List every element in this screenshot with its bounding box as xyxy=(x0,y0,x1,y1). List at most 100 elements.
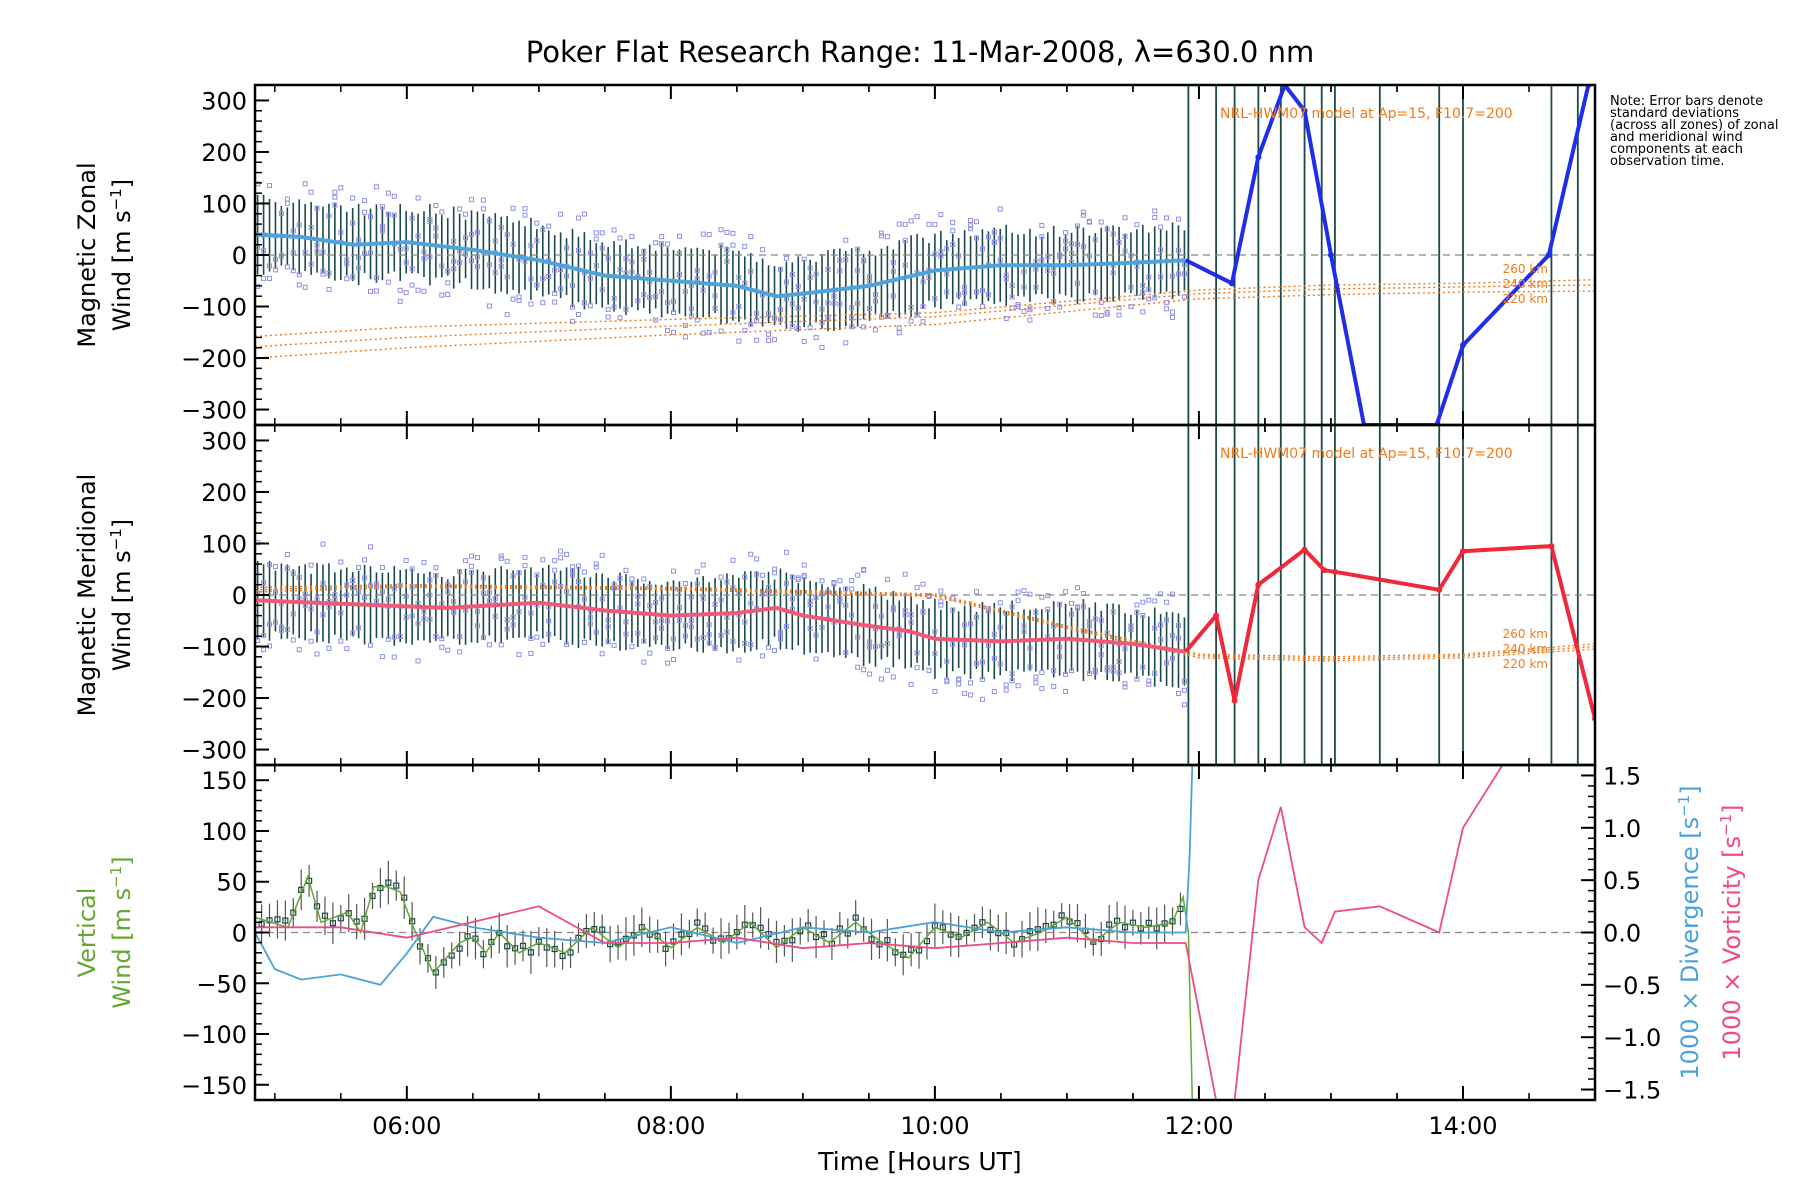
label-text: 1000 × Vorticity [s xyxy=(1718,836,1746,1061)
zone-sample-point xyxy=(777,266,783,272)
zone-sample-point xyxy=(528,276,534,282)
vertical-sample-point xyxy=(900,951,907,958)
zone-sample-point xyxy=(855,664,861,670)
zone-sample-point xyxy=(831,300,837,306)
zone-sample-point xyxy=(581,596,587,602)
y-axis-unit-label: Wind [m s−1] xyxy=(107,856,136,1008)
mean-wind-point xyxy=(1545,252,1552,258)
zone-sample-point xyxy=(665,241,671,247)
zone-sample-point xyxy=(730,557,736,563)
zone-sample-point xyxy=(338,638,344,644)
zone-sample-point xyxy=(956,681,962,687)
zone-sample-point xyxy=(261,580,267,586)
model-curve xyxy=(255,583,1595,658)
zone-sample-point xyxy=(676,605,682,611)
zone-sample-point xyxy=(1069,251,1075,257)
label-text: Wind [m s xyxy=(108,888,136,1009)
zone-sample-point xyxy=(1069,668,1075,674)
zone-sample-point xyxy=(795,283,801,289)
zone-sample-point xyxy=(1164,299,1170,305)
y2-axis-label: 1000 × Divergence [s−1] xyxy=(1675,785,1704,1079)
zone-sample-point xyxy=(552,579,558,585)
zone-sample-point xyxy=(314,248,320,254)
model-altitude-label: 240 km xyxy=(1503,642,1548,656)
zone-sample-point xyxy=(409,613,415,619)
zone-sample-point xyxy=(766,311,772,317)
zone-sample-point xyxy=(920,609,926,615)
zone-sample-point xyxy=(968,680,974,686)
zone-sample-point xyxy=(403,593,409,599)
vertical-sample-point xyxy=(527,949,535,956)
zone-sample-point xyxy=(1063,671,1069,677)
y-tick-label: 200 xyxy=(201,139,247,167)
vertical-sample-point xyxy=(702,925,709,932)
zone-sample-point xyxy=(611,582,617,588)
zone-sample-point xyxy=(855,634,861,640)
y-tick-label: −150 xyxy=(181,1072,247,1100)
zone-sample-point xyxy=(997,661,1003,667)
zone-sample-point xyxy=(1134,602,1140,608)
y-tick-label: −300 xyxy=(181,737,247,765)
zone-sample-point xyxy=(777,629,783,635)
zone-sample-point xyxy=(896,221,902,227)
mean-wind-line xyxy=(255,232,1186,299)
zone-sample-point xyxy=(552,567,558,573)
vertical-sample-point xyxy=(908,946,915,953)
zone-sample-point xyxy=(837,301,843,307)
zone-sample-point xyxy=(1039,257,1045,263)
zone-sample-point xyxy=(748,642,754,648)
zone-sample-point xyxy=(611,295,617,301)
zone-sample-point xyxy=(920,279,926,285)
zone-sample-point xyxy=(433,202,439,208)
zone-sample-point xyxy=(724,629,730,635)
zone-sample-point xyxy=(736,657,742,663)
zone-sample-point xyxy=(1039,222,1045,228)
zone-sample-point xyxy=(920,304,926,310)
zone-sample-point xyxy=(1170,273,1176,279)
zone-sample-point xyxy=(647,269,653,275)
plot-axes-layer: NRL-HWM07 model at Ap=15, F10.7=200 260 k… xyxy=(73,83,1746,1140)
zone-sample-point xyxy=(688,306,694,312)
y-tick-label: 50 xyxy=(216,869,247,897)
zone-sample-point xyxy=(1027,317,1033,323)
zone-sample-point xyxy=(326,286,332,292)
zone-sample-point xyxy=(474,608,480,614)
chart-title: Poker Flat Research Range: 11-Mar-2008, … xyxy=(526,35,1314,69)
zone-sample-point xyxy=(362,575,368,581)
zone-sample-point xyxy=(492,595,498,601)
zone-sample-point xyxy=(516,570,522,576)
zone-sample-point xyxy=(1116,670,1122,676)
zone-sample-point xyxy=(682,322,688,328)
zone-sample-point xyxy=(997,624,1003,630)
zone-sample-point xyxy=(1092,289,1098,295)
zone-sample-point xyxy=(516,609,522,615)
zone-sample-point xyxy=(308,224,314,230)
y-tick-label: −100 xyxy=(181,294,247,322)
zone-sample-point xyxy=(878,676,884,682)
zone-sample-point xyxy=(605,314,611,320)
zone-sample-point xyxy=(682,334,688,340)
zone-sample-point xyxy=(540,641,546,647)
zone-sample-point xyxy=(1051,623,1057,629)
vertical-sample-point xyxy=(591,925,598,933)
label-superscript: −1 xyxy=(1675,795,1693,817)
zone-sample-point xyxy=(1051,299,1057,305)
zone-sample-point xyxy=(534,220,540,226)
zone-sample-point xyxy=(564,642,570,648)
zone-sample-point xyxy=(641,292,647,298)
zone-sample-point xyxy=(968,223,974,229)
zone-sample-point xyxy=(979,696,985,702)
zone-sample-point xyxy=(558,286,564,292)
zone-sample-point xyxy=(593,629,599,635)
zone-sample-point xyxy=(605,306,611,312)
zone-sample-point xyxy=(760,591,766,597)
zone-sample-point xyxy=(570,318,576,324)
zone-sample-point xyxy=(1104,630,1110,636)
zone-sample-point xyxy=(1057,644,1063,650)
y-tick-label: −200 xyxy=(181,685,247,713)
zone-sample-point xyxy=(332,194,338,200)
y-tick-label: 100 xyxy=(201,190,247,218)
zone-sample-point xyxy=(1009,671,1015,677)
zone-sample-point xyxy=(1146,274,1152,280)
zone-sample-point xyxy=(474,264,480,270)
